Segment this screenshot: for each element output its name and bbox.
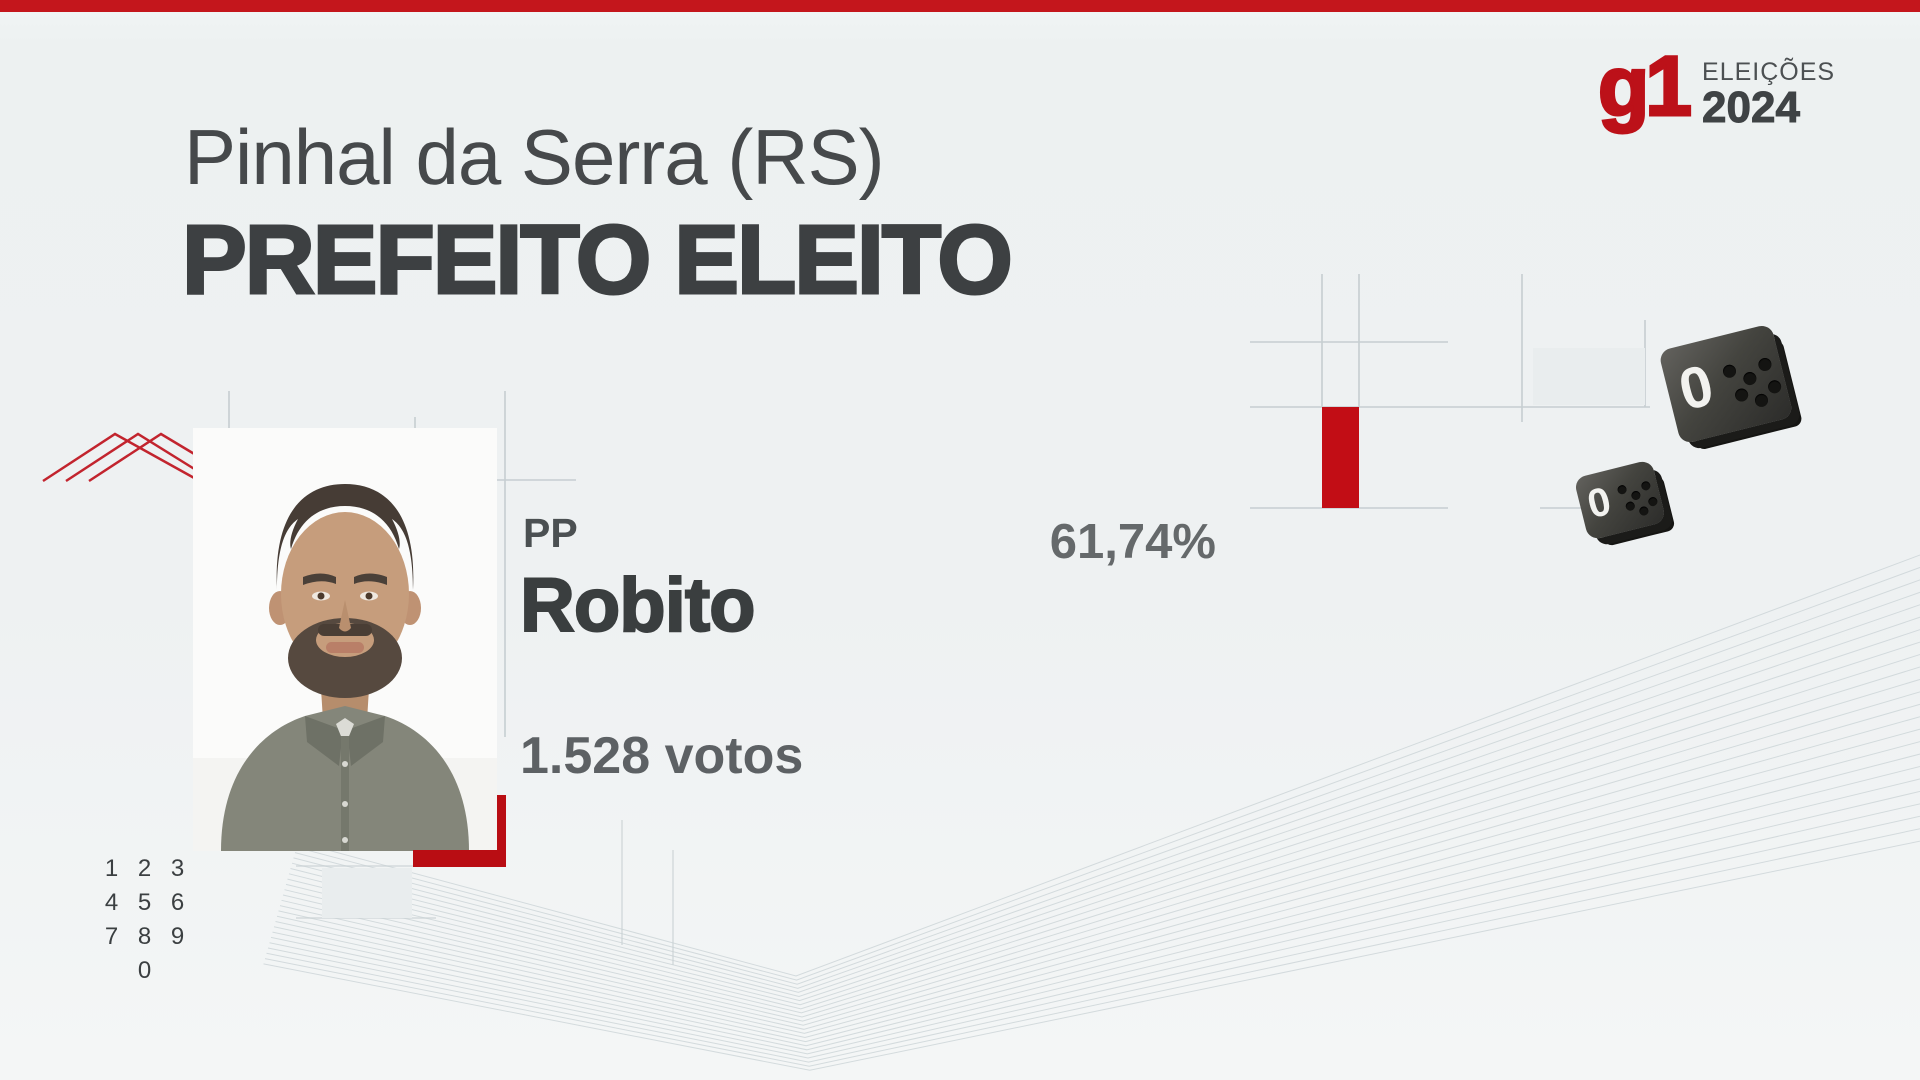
keypad-digit-0: 0	[137, 957, 152, 984]
braille-dot	[1742, 370, 1758, 387]
keypad-digit-1: 1	[104, 855, 119, 882]
key-zero-label: 0	[1672, 352, 1720, 424]
keypad-digit-5: 5	[137, 889, 152, 916]
red-chevron-lines	[42, 432, 197, 483]
keypad-digit-8: 8	[137, 923, 152, 950]
page-title: PREFEITO ELEITO	[181, 204, 1015, 316]
braille-dot	[1638, 505, 1650, 517]
braille-dot	[1721, 363, 1738, 380]
wave-lines	[263, 554, 1920, 1071]
g1-eleicoes-logo: g1 ELEIÇÕES 2024	[1596, 39, 1836, 133]
keypad-empty-cell	[95, 954, 128, 988]
top-red-bar	[0, 0, 1920, 12]
photo-red-corner-horizontal	[413, 850, 506, 867]
logo-line-year: 2024	[1702, 83, 1801, 132]
keypad-digit-2: 2	[137, 855, 152, 882]
percent-value: 61,74%	[1049, 515, 1216, 569]
braille-dot	[1624, 500, 1636, 512]
party-label: PP	[523, 510, 578, 556]
keypad-digit-9: 9	[170, 923, 185, 950]
photo-guide-lines	[228, 391, 576, 737]
decor-block-right	[1533, 348, 1645, 405]
braille-dot	[1630, 490, 1642, 501]
key-zero-label: 0	[1583, 479, 1616, 528]
braille-dot	[1647, 496, 1659, 508]
keypad-digit-7: 7	[104, 923, 119, 950]
braille-dot	[1757, 356, 1773, 373]
candidate-name: Robito	[519, 562, 757, 649]
chart-grid-lines	[1250, 274, 1650, 509]
logo-line-eleicoes: ELEIÇÕES	[1702, 58, 1836, 86]
keypad-digit-3: 3	[170, 855, 185, 882]
keypad-empty-cell	[161, 954, 194, 988]
keypad-digit-6: 6	[170, 889, 185, 916]
city-title: Pinhal da Serra (RS)	[184, 113, 885, 201]
votes-count: 1.528 votos	[520, 727, 804, 785]
decor-block-left	[322, 868, 412, 918]
candidate-photo	[193, 428, 497, 851]
braille-dot	[1753, 392, 1770, 409]
keypad-digit-4: 4	[104, 889, 119, 916]
g1-logo-text: g1	[1596, 39, 1693, 133]
candidate-portrait-illustration	[193, 428, 497, 851]
photo-red-corner-vertical	[497, 795, 506, 867]
braille-dot	[1766, 378, 1783, 395]
result-bar	[1322, 407, 1359, 508]
braille-dot	[1616, 484, 1628, 496]
braille-dot	[1640, 480, 1652, 492]
braille-dot	[1733, 387, 1750, 403]
keypad-guide-lines	[296, 820, 674, 965]
